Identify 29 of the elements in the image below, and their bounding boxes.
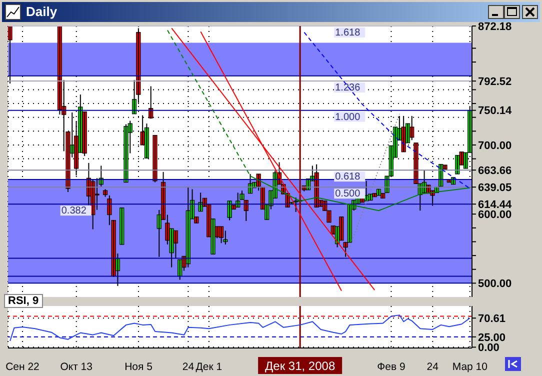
y-tick-label: 663.66 — [478, 164, 512, 177]
annotation: 0.382 — [61, 206, 87, 217]
annotation: 1.618 — [335, 28, 361, 38]
x-tick-label: Фев 9 — [377, 361, 406, 373]
x-tick-label: Сен 22 — [6, 361, 40, 373]
y-tick-label: 872.18 — [478, 20, 512, 33]
x-tick-label: Дек 31, 2008 — [265, 359, 336, 373]
chart-title: RSI, 9 — [4, 294, 43, 308]
annotation: 1.000 — [335, 112, 361, 123]
x-tick-label: Ноя 5 — [124, 361, 153, 373]
y-tick-label: 700.00 — [478, 140, 512, 152]
x-tick-label: 24 — [182, 361, 194, 373]
y-tick-label: 0.00 — [478, 342, 500, 354]
x-tick-label: Дек 1 — [196, 361, 222, 373]
annotation: 0.500 — [335, 188, 361, 200]
annotation: 0.618 — [335, 172, 361, 183]
y-tick-label: 600.00 — [478, 208, 512, 221]
x-tick-label: Мар 10 — [452, 361, 488, 373]
y-tick-label: 70.61 — [478, 313, 506, 326]
y-tick-label: 792.52 — [478, 76, 512, 88]
y-tick-label: 500.00 — [478, 278, 512, 290]
y-tick-label: 25.00 — [478, 332, 506, 344]
annotation: 1.236 — [335, 82, 361, 94]
y-tick-label: 750.14 — [478, 105, 513, 118]
x-tick-label: 24 — [426, 361, 439, 373]
chart-title: Daily — [26, 4, 58, 19]
x-tick-label: Окт 13 — [60, 361, 93, 373]
y-tick-label: 639.05 — [478, 182, 512, 194]
y-tick-label: 614.44 — [478, 199, 513, 212]
